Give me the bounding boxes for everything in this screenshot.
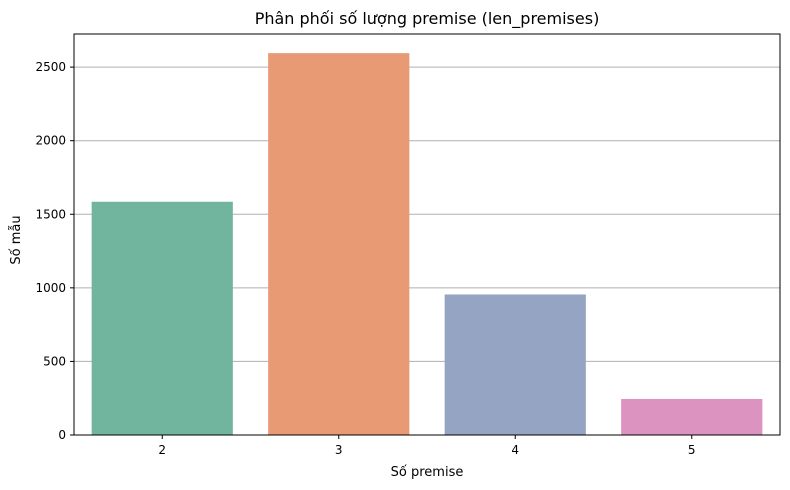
y-tick-label: 0 <box>58 428 66 442</box>
y-tick-label: 2000 <box>35 134 66 148</box>
y-axis-ticks: 0 500 1000 1500 2000 2500 <box>35 60 74 442</box>
x-axis-ticks: 2 3 4 5 <box>158 435 696 457</box>
x-tick-label: 2 <box>158 443 166 457</box>
y-axis-label: Số mẫu <box>9 215 24 264</box>
y-tick-label: 2500 <box>35 60 66 74</box>
bar-5 <box>621 398 763 435</box>
y-tick-label: 1000 <box>35 281 66 295</box>
y-tick-label: 1500 <box>35 207 66 221</box>
x-axis-label: Số premise <box>391 465 464 480</box>
x-tick-label: 3 <box>335 443 343 457</box>
x-tick-label: 4 <box>511 443 519 457</box>
chart-title: Phân phối số lượng premise (len_premises… <box>255 9 600 29</box>
bar-3 <box>268 53 410 435</box>
plot-frame <box>73 33 781 436</box>
x-tick-label: 5 <box>688 443 696 457</box>
bar-2 <box>91 201 233 435</box>
bars <box>91 53 763 435</box>
y-tick-label: 500 <box>43 354 66 368</box>
bar-4 <box>444 294 586 435</box>
